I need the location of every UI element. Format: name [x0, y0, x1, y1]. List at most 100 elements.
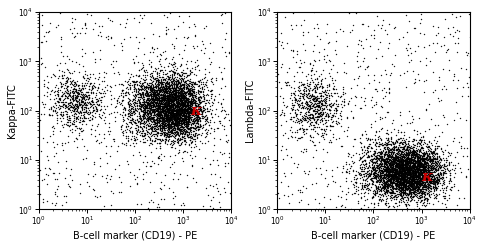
Point — [440, 36, 448, 40]
Point — [432, 185, 439, 189]
Point — [71, 102, 79, 106]
Point — [403, 157, 411, 161]
Point — [391, 174, 399, 178]
Point — [393, 147, 400, 151]
Point — [145, 117, 152, 121]
Point — [352, 181, 360, 185]
Point — [190, 85, 198, 89]
Point — [378, 171, 385, 175]
Point — [179, 93, 186, 97]
Point — [173, 96, 181, 100]
Point — [157, 96, 165, 100]
Point — [425, 183, 433, 187]
Point — [150, 98, 158, 102]
Point — [179, 111, 187, 115]
Point — [414, 179, 422, 183]
Point — [78, 95, 86, 99]
Point — [78, 106, 86, 110]
Point — [225, 151, 232, 155]
Point — [386, 163, 393, 167]
Point — [400, 187, 408, 191]
Point — [411, 155, 419, 159]
Point — [132, 100, 139, 104]
Point — [423, 188, 430, 192]
Point — [415, 155, 423, 159]
Point — [128, 106, 136, 110]
Point — [446, 171, 454, 175]
Point — [152, 108, 160, 112]
Point — [166, 110, 174, 114]
Point — [407, 165, 414, 169]
Point — [118, 89, 126, 93]
Point — [179, 156, 186, 160]
Point — [51, 97, 59, 101]
Point — [311, 115, 319, 119]
Point — [153, 115, 161, 119]
Point — [279, 46, 287, 50]
Point — [409, 186, 417, 190]
Point — [177, 86, 185, 90]
Point — [301, 113, 308, 117]
Point — [150, 110, 157, 114]
Point — [193, 113, 200, 117]
Point — [413, 170, 421, 174]
Point — [330, 91, 337, 95]
Point — [153, 121, 161, 125]
Point — [324, 112, 332, 116]
Point — [399, 183, 407, 186]
Point — [284, 194, 292, 198]
Point — [327, 105, 335, 109]
Point — [405, 174, 412, 178]
Point — [318, 131, 326, 135]
Point — [157, 152, 165, 156]
Point — [153, 134, 161, 138]
Point — [405, 139, 412, 143]
Point — [183, 85, 191, 89]
Point — [383, 188, 391, 192]
Point — [400, 179, 408, 183]
Point — [77, 110, 85, 114]
Point — [161, 97, 169, 101]
Point — [398, 186, 406, 190]
Point — [409, 178, 417, 182]
Point — [399, 182, 407, 186]
Point — [147, 86, 154, 90]
Point — [184, 88, 192, 92]
Point — [61, 103, 69, 106]
Point — [393, 167, 400, 171]
Point — [171, 133, 179, 137]
Point — [150, 116, 157, 120]
Point — [155, 78, 163, 82]
Point — [185, 103, 193, 107]
Point — [434, 31, 442, 35]
Point — [168, 103, 176, 107]
Point — [159, 93, 167, 97]
Point — [67, 101, 75, 104]
Point — [160, 111, 167, 115]
Point — [184, 100, 192, 104]
Point — [96, 156, 104, 160]
Point — [384, 180, 392, 184]
Point — [188, 111, 196, 115]
Point — [375, 153, 383, 157]
Point — [403, 187, 410, 191]
Point — [398, 176, 406, 180]
Point — [407, 154, 415, 158]
Point — [178, 119, 185, 123]
Point — [311, 95, 319, 99]
Point — [310, 72, 318, 76]
Point — [405, 172, 413, 176]
Point — [334, 94, 342, 98]
Point — [180, 78, 187, 82]
Point — [390, 165, 397, 168]
Point — [393, 140, 401, 144]
Point — [348, 96, 355, 100]
Point — [159, 89, 167, 93]
Point — [402, 172, 410, 176]
Point — [305, 88, 313, 92]
Point — [406, 188, 414, 192]
Point — [328, 113, 335, 117]
Point — [379, 181, 387, 185]
Point — [66, 103, 74, 106]
Point — [417, 195, 425, 199]
